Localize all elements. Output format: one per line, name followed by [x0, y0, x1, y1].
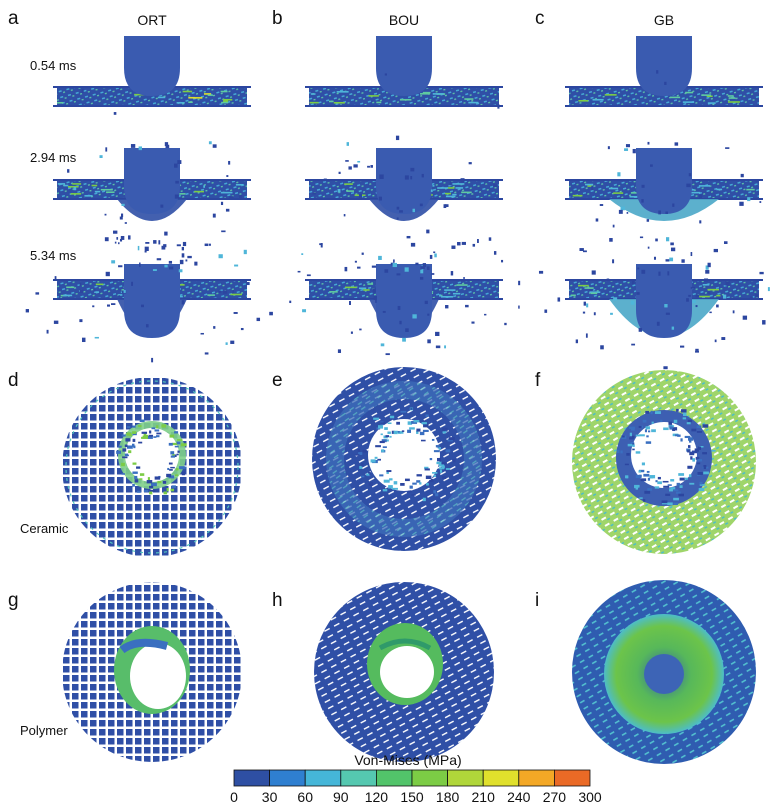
time-label-2: 2.94 ms — [30, 150, 77, 165]
colorbar-tick-label: 120 — [365, 789, 389, 805]
projectile — [124, 264, 180, 338]
disc-bouligand-polymer — [314, 582, 494, 762]
impact-snapshot — [289, 237, 521, 356]
colorbar-tick-label: 150 — [400, 789, 424, 805]
time-label-3: 5.34 ms — [30, 248, 77, 263]
colorbar-title: Von-Mises (MPa) — [354, 752, 461, 768]
panel-label-d: d — [8, 370, 19, 391]
colorbar-tick-label: 300 — [578, 789, 602, 805]
colorbar-segment — [447, 769, 484, 787]
colorbar-segment — [375, 769, 413, 787]
column-title-ort: ORT — [137, 12, 167, 28]
colorbar-tick-label: 90 — [333, 789, 349, 805]
disc-bouligand-ceramic — [312, 367, 496, 551]
disc-gb-ceramic — [572, 370, 756, 554]
time-label-1: 0.54 ms — [30, 58, 77, 73]
impact-side-views — [25, 36, 770, 370]
projectile — [124, 148, 180, 214]
impact-snapshot — [305, 36, 503, 109]
colorbar-segment — [482, 769, 520, 787]
colorbar-segment — [554, 769, 591, 787]
projectile — [636, 264, 692, 338]
projectile — [636, 36, 692, 96]
colorbar-segment — [411, 769, 448, 787]
impact-snapshot — [25, 235, 273, 363]
panel-label-b: b — [272, 8, 283, 29]
colorbar-segment — [233, 769, 270, 787]
impact-snapshot — [565, 141, 763, 252]
projectile — [376, 148, 432, 214]
column-title-bou: BOU — [389, 12, 419, 28]
colorbar-segment — [269, 769, 306, 787]
colorbar-tick-label: 180 — [436, 789, 460, 805]
colorbar-tick-label: 210 — [472, 789, 496, 805]
panel-label-g: g — [8, 590, 19, 611]
colorbar-tick-label: 60 — [297, 789, 313, 805]
projectile — [636, 148, 692, 214]
colorbar-tick-label: 270 — [543, 789, 567, 805]
colorbar-tick-label: 0 — [230, 789, 238, 805]
disc-ortho-ceramic — [62, 377, 242, 557]
colorbar-segment — [304, 769, 342, 787]
row-label-polymer: Polymer — [20, 723, 68, 738]
panel-label-i: i — [535, 590, 539, 611]
impact-snapshot — [53, 36, 251, 115]
projectile — [124, 36, 180, 96]
projectile — [376, 264, 432, 338]
disc-ortho-polymer — [62, 582, 242, 762]
disc-gb-polymer — [572, 580, 756, 764]
panel-label-h: h — [272, 590, 283, 611]
impact-snapshot — [565, 36, 763, 107]
impact-snapshot — [538, 237, 770, 370]
panel-label-a: a — [8, 8, 19, 29]
colorbar-tick-label: 240 — [507, 789, 531, 805]
impact-snapshot — [305, 135, 503, 239]
column-title-gb: GB — [654, 12, 674, 28]
colorbar-tick-label: 30 — [262, 789, 278, 805]
colorbar-segment — [340, 769, 377, 787]
panel-label-f: f — [535, 370, 541, 391]
panel-label-c: c — [535, 8, 545, 29]
row-label-ceramic: Ceramic — [20, 521, 69, 536]
colorbar: 0 30 60 90 120 150 180 210 240 270 300 — [230, 769, 602, 805]
impact-snapshot — [53, 141, 251, 252]
projectile — [376, 36, 432, 96]
panel-label-e: e — [272, 370, 283, 391]
colorbar-segment — [518, 769, 555, 787]
